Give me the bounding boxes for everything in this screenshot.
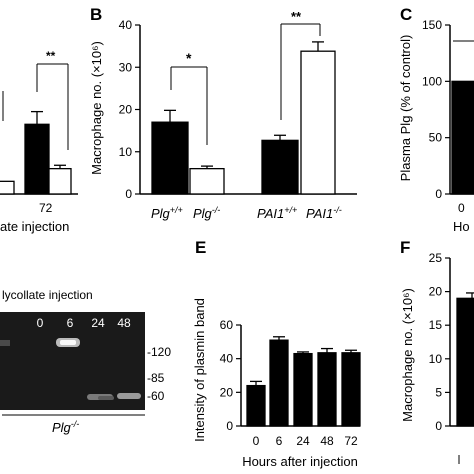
gel-band-lane-48 [98, 396, 114, 400]
gel-marker-label-2: -60 [147, 389, 165, 403]
gel-band-lane-6-glow [60, 340, 76, 345]
gel-marker-label-0: -120 [147, 345, 171, 359]
panel-b-ylabel: Macrophage no. (×10⁶) [89, 41, 104, 175]
panel-f-ytick-label-5: 25 [429, 251, 443, 265]
panel-f-letter: F [400, 238, 410, 257]
panel-e-bar-0 [246, 384, 266, 427]
panel-c-bar-1 [451, 80, 474, 195]
panel-b-ytick-label-1: 10 [119, 145, 133, 159]
gel-marker-label-1: -85 [147, 371, 165, 385]
panel-d: lycollate injection -120 -85 -60 Plg-/- 0 6… [0, 288, 171, 435]
panel-f-ytick-label-1: 5 [435, 385, 442, 399]
panel-e-bars: 0 6 24 48 72 [246, 336, 361, 448]
panel-a-bar-partial-white [0, 180, 15, 195]
gel-band-lane-72 [117, 393, 141, 399]
panel-e-xtick-label-2: 24 [296, 434, 310, 448]
panel-a-signif: ** [46, 49, 56, 63]
panel-a-bar-72-white [48, 167, 72, 195]
panel-b-ytick-label-4: 40 [119, 18, 133, 32]
panel-b-signif-right: ** [291, 9, 302, 24]
panel-b-ytick-label-3: 30 [119, 60, 133, 74]
panel-d-markers: -120 -85 -60 [147, 345, 171, 403]
panel-f-ytick-label-0: 0 [435, 419, 442, 433]
panel-e-ytick-label-0: 0 [226, 419, 233, 433]
panel-d-lanes: 0 6 24 48 72 [37, 316, 158, 330]
panel-e-ytick-label-3: 60 [220, 318, 234, 332]
gel-band-lane-0-faint [0, 340, 10, 346]
gel-lane-label-4: 72 [144, 316, 158, 330]
panel-e-xtick-label-0: 0 [253, 434, 260, 448]
panel-c-x-title: Ho [453, 219, 470, 234]
panel-e-xtick-label-3: 48 [320, 434, 334, 448]
panel-b-group-label-3: PAI1+/+ [257, 205, 297, 221]
panel-e-ylabel: Intensity of plasmin band [192, 298, 207, 442]
panel-a-bar-72-black [24, 123, 50, 195]
panel-e-bar-72 [341, 352, 361, 427]
gel-lane-label-3: 48 [117, 316, 131, 330]
panel-b-ytick-label-0: 0 [125, 187, 132, 201]
panel-b-bar-3 [261, 139, 299, 195]
panel-a-x-title: ate injection [0, 219, 69, 234]
panel-f-ytick-label-4: 20 [429, 285, 443, 299]
panel-e-bar-48 [317, 352, 337, 427]
panel-b-bars [151, 41, 336, 195]
panel-d-genotype: Plg-/- [52, 419, 79, 435]
panel-e-ytick-label-1: 20 [220, 385, 234, 399]
panel-c: C Plasma Plg (% of control) 0 50 100 150 0 … [398, 5, 474, 234]
panel-b-group-label-1: Plg+/+ [151, 205, 183, 221]
panel-f: F Macrophage no. (×10⁶) 0 5 10 15 20 25 [400, 238, 474, 464]
panel-b-signif-left: * [186, 50, 192, 66]
panel-f-yticks: 0 5 10 15 20 25 [429, 251, 450, 433]
panel-c-ytick-label-3: 150 [422, 18, 442, 32]
panel-e-letter: E [195, 238, 206, 257]
panel-e-yticks: 0 20 40 60 [220, 318, 241, 433]
panel-a-x-tick: 72 [39, 201, 53, 215]
gel-lane-label-0: 0 [37, 316, 44, 330]
panel-b-bar-2 [189, 167, 225, 195]
panel-f-bars [456, 292, 474, 427]
panel-c-bars [451, 80, 474, 195]
panel-e-ytick-label-2: 40 [220, 352, 234, 366]
gel-lane-label-1: 6 [67, 316, 74, 330]
panel-c-ylabel: Plasma Plg (% of control) [398, 35, 413, 182]
panel-e-bar-6 [269, 339, 289, 427]
panel-b: B Macrophage no. (×10⁶) 0 10 20 30 40 * ** P… [89, 5, 357, 221]
panel-f-bar-1 [456, 297, 474, 427]
panel-d-title: lycollate injection [2, 288, 93, 302]
panel-f-ylabel: Macrophage no. (×10⁶) [400, 288, 415, 422]
panel-c-letter: C [400, 5, 412, 24]
panel-b-letter: B [90, 5, 102, 24]
panel-f-ytick-label-2: 10 [429, 352, 443, 366]
panel-b-bar-1 [151, 121, 189, 195]
panel-c-yticks: 0 50 100 150 [422, 18, 450, 201]
panel-e-xlabel: Hours after injection [242, 454, 358, 469]
panel-e: E Intensity of plasmin band 0 20 40 60 0 6 24… [192, 238, 361, 469]
panel-c-ytick-label-2: 100 [422, 74, 442, 88]
panel-b-group-label-2: Plg-/- [193, 205, 220, 221]
panel-c-ytick-label-0: 0 [435, 187, 442, 201]
panel-b-ytick-label-2: 20 [119, 103, 133, 117]
panel-e-bar-24 [293, 352, 313, 427]
panel-b-bar-4 [300, 50, 336, 195]
panel-e-xtick-label-4: 72 [344, 434, 358, 448]
panel-b-group-label-4: PAI1-/- [306, 205, 342, 221]
panel-f-ytick-label-3: 15 [429, 318, 443, 332]
panel-b-yticks: 0 10 20 30 40 [119, 18, 140, 201]
panel-a: ** 72 ate injection [0, 49, 78, 234]
panel-c-x-tick: 0 [458, 201, 465, 215]
panel-c-ytick-label-1: 50 [429, 131, 443, 145]
gel-lane-label-2: 24 [91, 316, 105, 330]
panel-e-xtick-label-1: 6 [276, 434, 283, 448]
